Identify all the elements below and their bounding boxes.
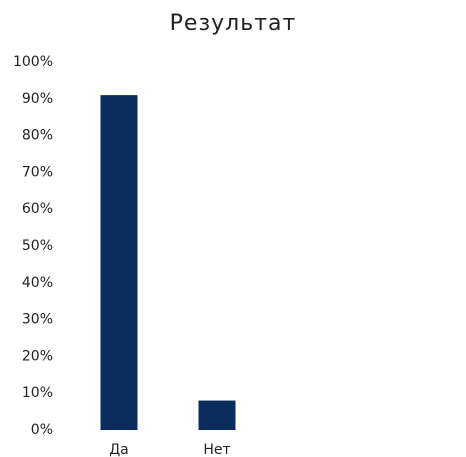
bar <box>100 95 138 431</box>
y-tick-label: 90% <box>22 91 53 107</box>
y-tick-label: 20% <box>22 348 53 364</box>
y-tick-label: 30% <box>22 312 53 328</box>
y-tick-label: 70% <box>22 164 53 180</box>
y-tick-label: 40% <box>22 275 53 291</box>
chart-title: Результат <box>170 11 297 36</box>
y-tick-label: 100% <box>13 54 53 70</box>
x-tick-label: Да <box>109 442 129 457</box>
y-tick-label: 60% <box>22 201 53 217</box>
y-tick-label: 50% <box>22 238 53 254</box>
y-tick-label: 10% <box>22 385 53 401</box>
y-tick-label: 0% <box>31 422 53 438</box>
y-tick-label: 80% <box>22 128 53 144</box>
bar <box>198 400 236 430</box>
x-tick-label: Нет <box>203 442 230 457</box>
